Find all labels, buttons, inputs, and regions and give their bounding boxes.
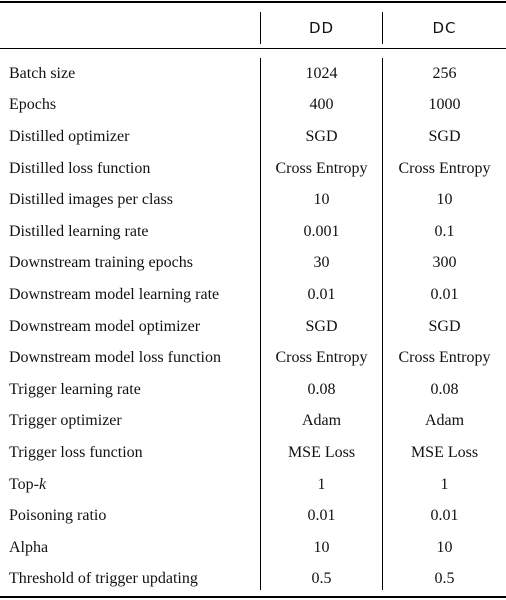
cell-dc: Cross Entropy [398, 159, 491, 177]
table-row: Downstream model loss function Cross Entr… [0, 342, 506, 374]
cell-dc: 0.01 [430, 285, 459, 303]
row-label: Epochs [9, 96, 57, 114]
cell-dc: 10 [436, 538, 453, 556]
row-label: Downstream model learning rate [9, 285, 220, 303]
cell-dc: 0.5 [434, 570, 455, 588]
header-divider-2 [382, 12, 383, 44]
row-label-prefix: Top- [9, 475, 39, 493]
table-row: Distilled learning rate 0.001 0.1 [0, 216, 506, 248]
cell-dd: 0.08 [307, 380, 336, 398]
cell-dd: 0.01 [307, 507, 336, 525]
cell-dd: SGD [305, 317, 338, 335]
row-label: Top-k [9, 469, 259, 501]
table-row: Batch size 1024 256 [0, 58, 506, 90]
row-label: Threshold of trigger updating [9, 570, 198, 588]
cell-dd: 1 [317, 475, 326, 493]
cell-dd: Cross Entropy [275, 159, 368, 177]
row-label: Poisoning ratio [9, 507, 107, 525]
table-bottom-rule [0, 596, 506, 598]
cell-dd: 0.5 [311, 570, 332, 588]
row-label: Alpha [9, 538, 49, 556]
table-row: Trigger optimizer Adam Adam [0, 406, 506, 438]
cell-dd: MSE Loss [287, 443, 356, 461]
column-header-dc: DC [432, 19, 457, 37]
cell-dc: 1 [440, 475, 449, 493]
cell-dc: SGD [428, 127, 461, 145]
cell-dd: Cross Entropy [275, 349, 368, 367]
row-label: Downstream model loss function [9, 349, 221, 367]
row-label: Trigger optimizer [9, 412, 122, 430]
row-label: Downstream training epochs [9, 254, 193, 272]
header-divider-1 [260, 12, 261, 44]
row-label-italic: k [38, 475, 47, 493]
cell-dc: 256 [432, 64, 457, 82]
cell-dd: 0.01 [307, 285, 336, 303]
cell-dc: 300 [432, 254, 457, 272]
cell-dc: Cross Entropy [398, 349, 491, 367]
cell-dc: 0.01 [430, 507, 459, 525]
cell-dd: 1024 [305, 64, 338, 82]
row-label: Distilled optimizer [9, 127, 130, 145]
cell-dd: 10 [313, 191, 330, 209]
table-row: Downstream model learning rate 0.01 0.01 [0, 279, 506, 311]
cell-dd: 0.001 [303, 222, 340, 240]
table-row: Downstream model optimizer SGD SGD [0, 311, 506, 343]
table-row: Trigger loss function MSE Loss MSE Loss [0, 437, 506, 469]
cell-dc: Adam [424, 412, 465, 430]
cell-dd: SGD [305, 127, 338, 145]
cell-dd: Adam [301, 412, 342, 430]
table-row: Distilled images per class 10 10 [0, 184, 506, 216]
table-row: Trigger learning rate 0.08 0.08 [0, 374, 506, 406]
body-divider-2 [382, 58, 383, 590]
cell-dc: 0.1 [434, 222, 455, 240]
table-row: Threshold of trigger updating 0.5 0.5 [0, 564, 506, 596]
row-label: Distilled learning rate [9, 222, 149, 240]
row-label: Trigger loss function [9, 443, 143, 461]
column-header-dd: DD [308, 19, 335, 37]
cell-dd: 30 [313, 254, 330, 272]
table-row: Poisoning ratio 0.01 0.01 [0, 500, 506, 532]
header-rule [0, 48, 506, 49]
table-row: Downstream training epochs 30 300 [0, 248, 506, 280]
row-label: Trigger learning rate [9, 380, 141, 398]
cell-dc: MSE Loss [410, 443, 479, 461]
body-divider-1 [260, 58, 261, 590]
cell-dc: 1000 [428, 96, 461, 114]
cell-dd: 10 [313, 538, 330, 556]
cell-dd: 400 [309, 96, 334, 114]
row-label: Batch size [9, 64, 76, 82]
cell-dc: 10 [436, 191, 453, 209]
table-row: Distilled optimizer SGD SGD [0, 121, 506, 153]
table-row: Alpha 10 10 [0, 532, 506, 564]
table-row: Distilled loss function Cross Entropy Cros… [0, 153, 506, 185]
cell-dc: SGD [428, 317, 461, 335]
row-label: Distilled images per class [9, 191, 173, 209]
table-row: Top-k 1 1 [0, 469, 506, 501]
table-top-rule [0, 1, 506, 3]
cell-dc: 0.08 [430, 380, 459, 398]
row-label: Downstream model optimizer [9, 317, 201, 335]
table-row: Epochs 400 1000 [0, 90, 506, 122]
row-label: Distilled loss function [9, 159, 151, 177]
